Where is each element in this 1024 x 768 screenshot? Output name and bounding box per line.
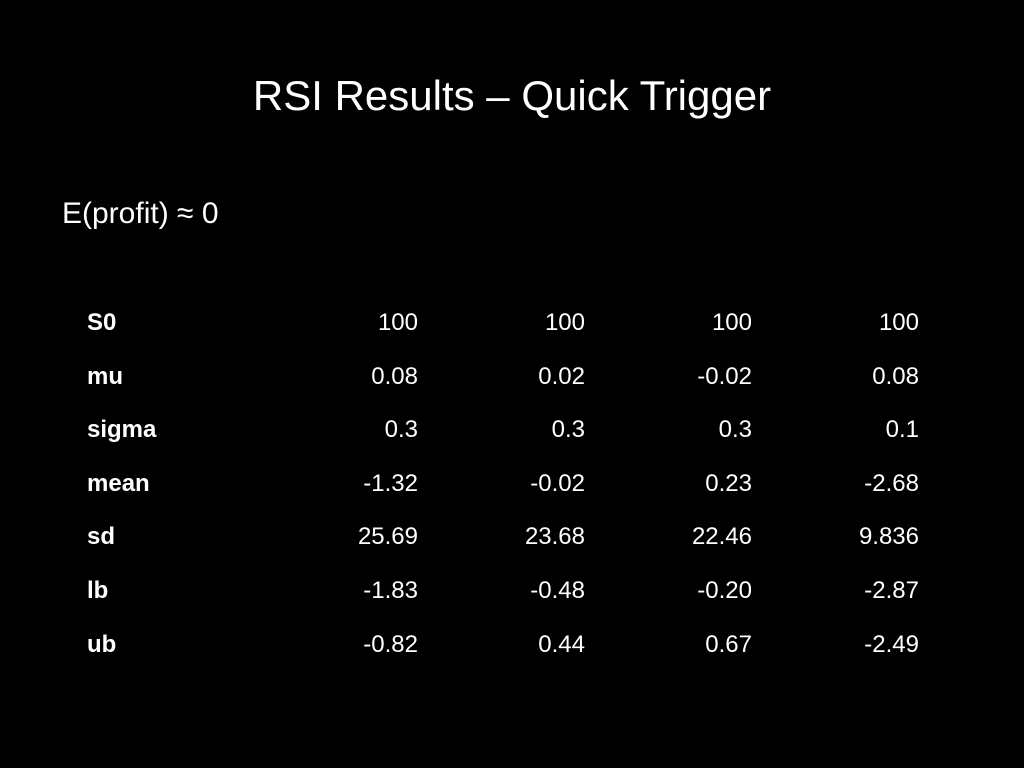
table-cell: 9.836 [858, 523, 919, 551]
row-label: lb [87, 577, 109, 604]
table-cell: -0.20 [697, 577, 752, 604]
table-cell: 100 [544, 309, 585, 336]
slide-subtitle: E(profit) ≈ 0 [62, 197, 219, 230]
row-label: S0 [87, 309, 117, 336]
table-cell: -2.87 [864, 577, 919, 604]
table-cell: -0.02 [697, 362, 752, 390]
table-cell: 0.23 [705, 469, 752, 497]
table-cell: -0.82 [363, 630, 418, 658]
table-cell: 0.08 [872, 362, 919, 390]
slide-title: RSI Results – Quick Trigger [252, 72, 772, 119]
table-cell: -1.32 [363, 469, 418, 497]
table-cell: 0.3 [551, 416, 585, 444]
table-cell: -2.68 [864, 469, 919, 497]
table-cell: 0.08 [371, 362, 418, 390]
table-cell: 0.44 [538, 630, 585, 658]
table-cell: 0.02 [538, 362, 585, 390]
table-cell: -2.49 [864, 630, 919, 658]
table-cell: 0.1 [885, 416, 919, 444]
table-cell: -0.02 [530, 469, 585, 497]
table-cell: 25.69 [357, 523, 418, 551]
table-cell: 22.46 [691, 523, 752, 551]
table-cell: 23.68 [524, 523, 585, 551]
table-cell: -0.48 [530, 577, 585, 604]
row-label: sigma [87, 416, 157, 444]
table-cell: -1.83 [363, 577, 418, 604]
row-label: sd [87, 523, 116, 551]
row-label: mu [87, 362, 123, 390]
table-cell: 100 [377, 309, 418, 336]
table-cell: 100 [711, 309, 752, 336]
table-cell: 100 [878, 309, 919, 336]
table-cell: 0.3 [718, 416, 752, 444]
table-cell: 0.67 [705, 630, 752, 658]
row-label: mean [87, 469, 150, 497]
table-cell: 0.3 [384, 416, 418, 444]
row-label: ub [87, 630, 117, 658]
